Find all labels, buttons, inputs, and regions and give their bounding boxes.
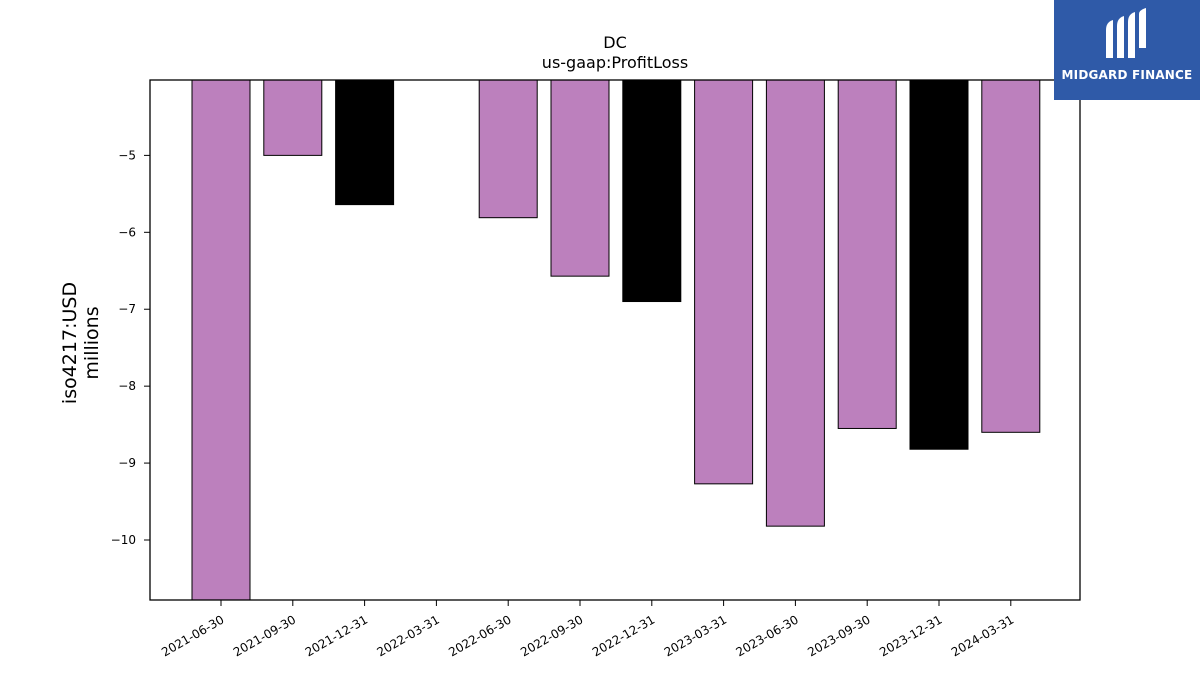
brand-logo: MIDGARD FINANCE (1054, 0, 1200, 100)
x-tick-label: 2021-06-30 (159, 612, 226, 659)
x-tick-label: 2023-12-31 (877, 612, 944, 659)
x-tick-label: 2021-12-31 (303, 612, 370, 659)
bar (263, 79, 323, 156)
x-tick-label: 2022-12-31 (590, 612, 657, 659)
chart-title: DC (603, 33, 627, 52)
x-tick-label: 2023-09-30 (805, 612, 872, 659)
x-tick-label: 2022-03-31 (374, 612, 441, 659)
y-tick-label: −8 (118, 379, 136, 393)
bar (981, 79, 1041, 433)
y-tick-label: −6 (118, 225, 136, 239)
y-tick-label: −5 (118, 148, 136, 162)
bar (909, 79, 969, 450)
y-tick-label: −9 (118, 456, 136, 470)
bar (694, 79, 754, 485)
chart-subtitle: us-gaap:ProfitLoss (542, 53, 688, 72)
y-tick-label: −7 (118, 302, 136, 316)
x-tick-label: 2024-03-31 (949, 612, 1016, 659)
plot-frame (149, 79, 1081, 601)
bar (335, 79, 395, 206)
bar (765, 79, 825, 527)
y-tick-label: −10 (111, 533, 136, 547)
bar (191, 79, 251, 601)
brand-logo-mark-icon (1106, 8, 1146, 58)
bar (622, 79, 682, 303)
bar (837, 79, 897, 429)
x-tick-label: 2021-09-30 (231, 612, 298, 659)
y-axis-label: iso4217:USD (59, 282, 81, 404)
x-tick-label: 2022-09-30 (518, 612, 585, 659)
x-tick-label: 2023-03-31 (662, 612, 729, 659)
bar (550, 79, 610, 277)
bar (478, 79, 538, 219)
brand-name: MIDGARD FINANCE (1061, 68, 1193, 82)
x-tick-label: 2022-06-30 (446, 612, 513, 659)
y-axis-label-units: millions (81, 306, 103, 379)
x-tick-label: 2023-06-30 (733, 612, 800, 659)
